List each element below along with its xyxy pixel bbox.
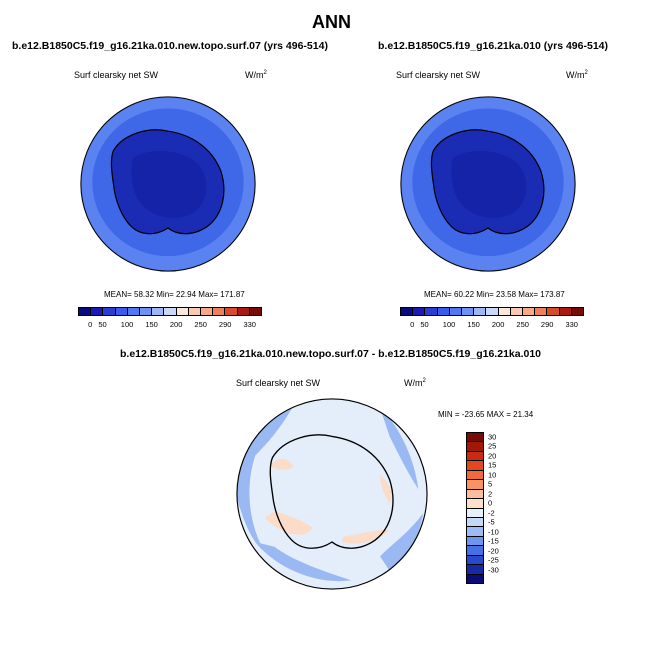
panel-2-colorbar-swatch [571,308,584,315]
panel-1-colorbar-tick-label: 100 [120,320,134,329]
diff-colorbar-tick-label: -5 [488,517,495,527]
panel-2-colorbar-tick-label: 0 [410,320,415,329]
diff-stats: MIN = -23.65 MAX = 21.34 [438,410,534,419]
panel-2-colorbar-tick-label: 250 [516,320,529,329]
diff-colorbar-tick-label: 5 [488,479,493,489]
panel-2-colorbar-swatch [535,308,548,315]
panel-2-units: W/m2 [566,70,588,80]
diff-colorbar-swatch [467,527,483,537]
diff-colorbar-swatch [467,574,483,583]
panel-1-colorbar-swatch [115,308,128,315]
diff-colorbar-swatch [467,489,483,500]
panel-2-colorbar-swatch [510,308,524,315]
panel-2-colorbar-swatch [498,308,511,315]
panel-2-colorbar-swatch [474,308,487,315]
diff-colorbar-swatch [467,508,483,518]
diff-colorbar-labels: 30 25 20 15 10 5 2 0 -2 -5 -10 -15 -20 -25 -30 [488,432,518,584]
panel-1-colorbar-swatch [188,308,202,315]
diff-colorbar-swatch [467,517,483,528]
panel-1-colorbar-tick-label: 0 [88,320,93,329]
diff-colorbar-tick-label: -15 [488,536,499,546]
panel-1-colorbar [78,307,262,316]
panel-2-colorbar-swatch [559,308,572,315]
diff-case-title: b.e12.B1850C5.f19_g16.21ka.010.new.topo.… [120,348,542,360]
panel-2-colorbar-swatch [437,308,450,315]
panel-2-colorbar-swatch [449,308,463,315]
panel-1-colorbar-swatch [127,308,141,315]
diff-colorbar-tick-label: 30 [488,432,497,442]
panel-2-colorbar-tick-label: 290 [540,320,554,329]
diff-colorbar-tick-label: -20 [488,546,499,556]
panel-2-colorbar-tick-label: 100 [442,320,456,329]
diff-colorbar-swatch [467,565,483,575]
panel-2-stats: MEAN= 60.22 Min= 23.58 Max= 173.87 [424,290,565,299]
diff-colorbar-swatch [467,480,483,490]
panel-2-polar-map [400,96,576,272]
panel-1-colorbar-swatch [152,308,165,315]
diff-colorbar-swatch [467,555,483,566]
diff-colorbar-tick-label: -30 [488,565,499,575]
diff-colorbar-tick-label: -10 [488,527,499,537]
diff-colorbar [466,432,484,584]
diff-colorbar-tick-label: 25 [488,441,497,451]
diff-colorbar-tick-label: 15 [488,460,497,470]
diff-colorbar-swatch [467,461,483,471]
panel-2-colorbar-swatch [523,308,536,315]
panel-2-colorbar [400,307,584,316]
panel-1-colorbar-tick-label: 250 [194,320,207,329]
diff-colorbar-tick-label: -2 [488,508,495,518]
panel-1-colorbar-swatch [201,308,214,315]
panel-1-colorbar-swatch [225,308,238,315]
panel-1-colorbar-swatch [249,308,262,315]
panel-2-colorbar-swatch [486,308,499,315]
panel-1-colorbar-tick-label: 150 [145,320,158,329]
panel-1-colorbar-labels: 0 50 100 150 200 250 290 330 [78,320,262,330]
diff-colorbar-tick-label: 0 [488,498,493,508]
panel-1-colorbar-tick-label: 290 [218,320,232,329]
panel-2-colorbar-swatch [401,308,414,315]
diff-colorbar-tick-label: 20 [488,451,497,461]
diff-colorbar-tick-label: 2 [488,489,493,499]
panel-2-colorbar-labels: 0 50 100 150 200 250 290 330 [400,320,584,330]
panel-1-colorbar-swatch [140,308,153,315]
diff-colorbar-swatch [467,433,483,443]
panel-1-colorbar-tick-label: 200 [169,320,183,329]
panel-2-colorbar-tick-label: 330 [565,320,578,329]
panel-1-colorbar-swatch [91,308,104,315]
diff-colorbar-swatch [467,442,483,452]
page-title: ANN [312,12,351,32]
diff-colorbar-tick-label: 10 [488,470,497,480]
panel-1-colorbar-swatch [213,308,226,315]
panel-1-units: W/m2 [245,70,267,80]
panel-1-colorbar-swatch [103,308,116,315]
diff-colorbar-swatch [467,451,483,462]
diff-variable-label: Surf clearsky net SW [236,378,321,388]
panel-1-colorbar-swatch [164,308,177,315]
panel-1-colorbar-swatch [79,308,92,315]
panel-2-colorbar-swatch [425,308,438,315]
diff-units: W/m2 [404,378,426,388]
panel-2-colorbar-swatch [413,308,426,315]
panel-2-colorbar-swatch [547,308,560,315]
diff-colorbar-swatch [467,499,483,509]
panel-1-colorbar-swatch [237,308,250,315]
diff-colorbar-tick-label: -25 [488,555,499,565]
diff-colorbar-swatch [467,470,483,481]
panel-1-stats: MEAN= 58.32 Min= 22.94 Max= 171.87 [104,290,245,299]
panel-2-colorbar-tick-label: 200 [491,320,505,329]
panel-1-colorbar-tick-label: 50 [98,320,107,329]
panel-1-variable-label: Surf clearsky net SW [74,70,159,80]
panel-2-colorbar-tick-label: 50 [420,320,429,329]
diff-polar-map [236,398,428,590]
panel-1-polar-map [80,96,256,272]
diff-colorbar-swatch [467,546,483,556]
panel-2-case-title: b.e12.B1850C5.f19_g16.21ka.010 (yrs 496-… [378,40,608,52]
panel-2-colorbar-tick-label: 150 [467,320,480,329]
panel-2-variable-label: Surf clearsky net SW [396,70,481,80]
panel-1-case-title: b.e12.B1850C5.f19_g16.21ka.010.new.topo.… [12,40,328,52]
panel-2-colorbar-swatch [462,308,475,315]
panel-1-colorbar-tick-label: 330 [243,320,256,329]
diff-colorbar-swatch [467,536,483,547]
panel-1-colorbar-swatch [176,308,189,315]
